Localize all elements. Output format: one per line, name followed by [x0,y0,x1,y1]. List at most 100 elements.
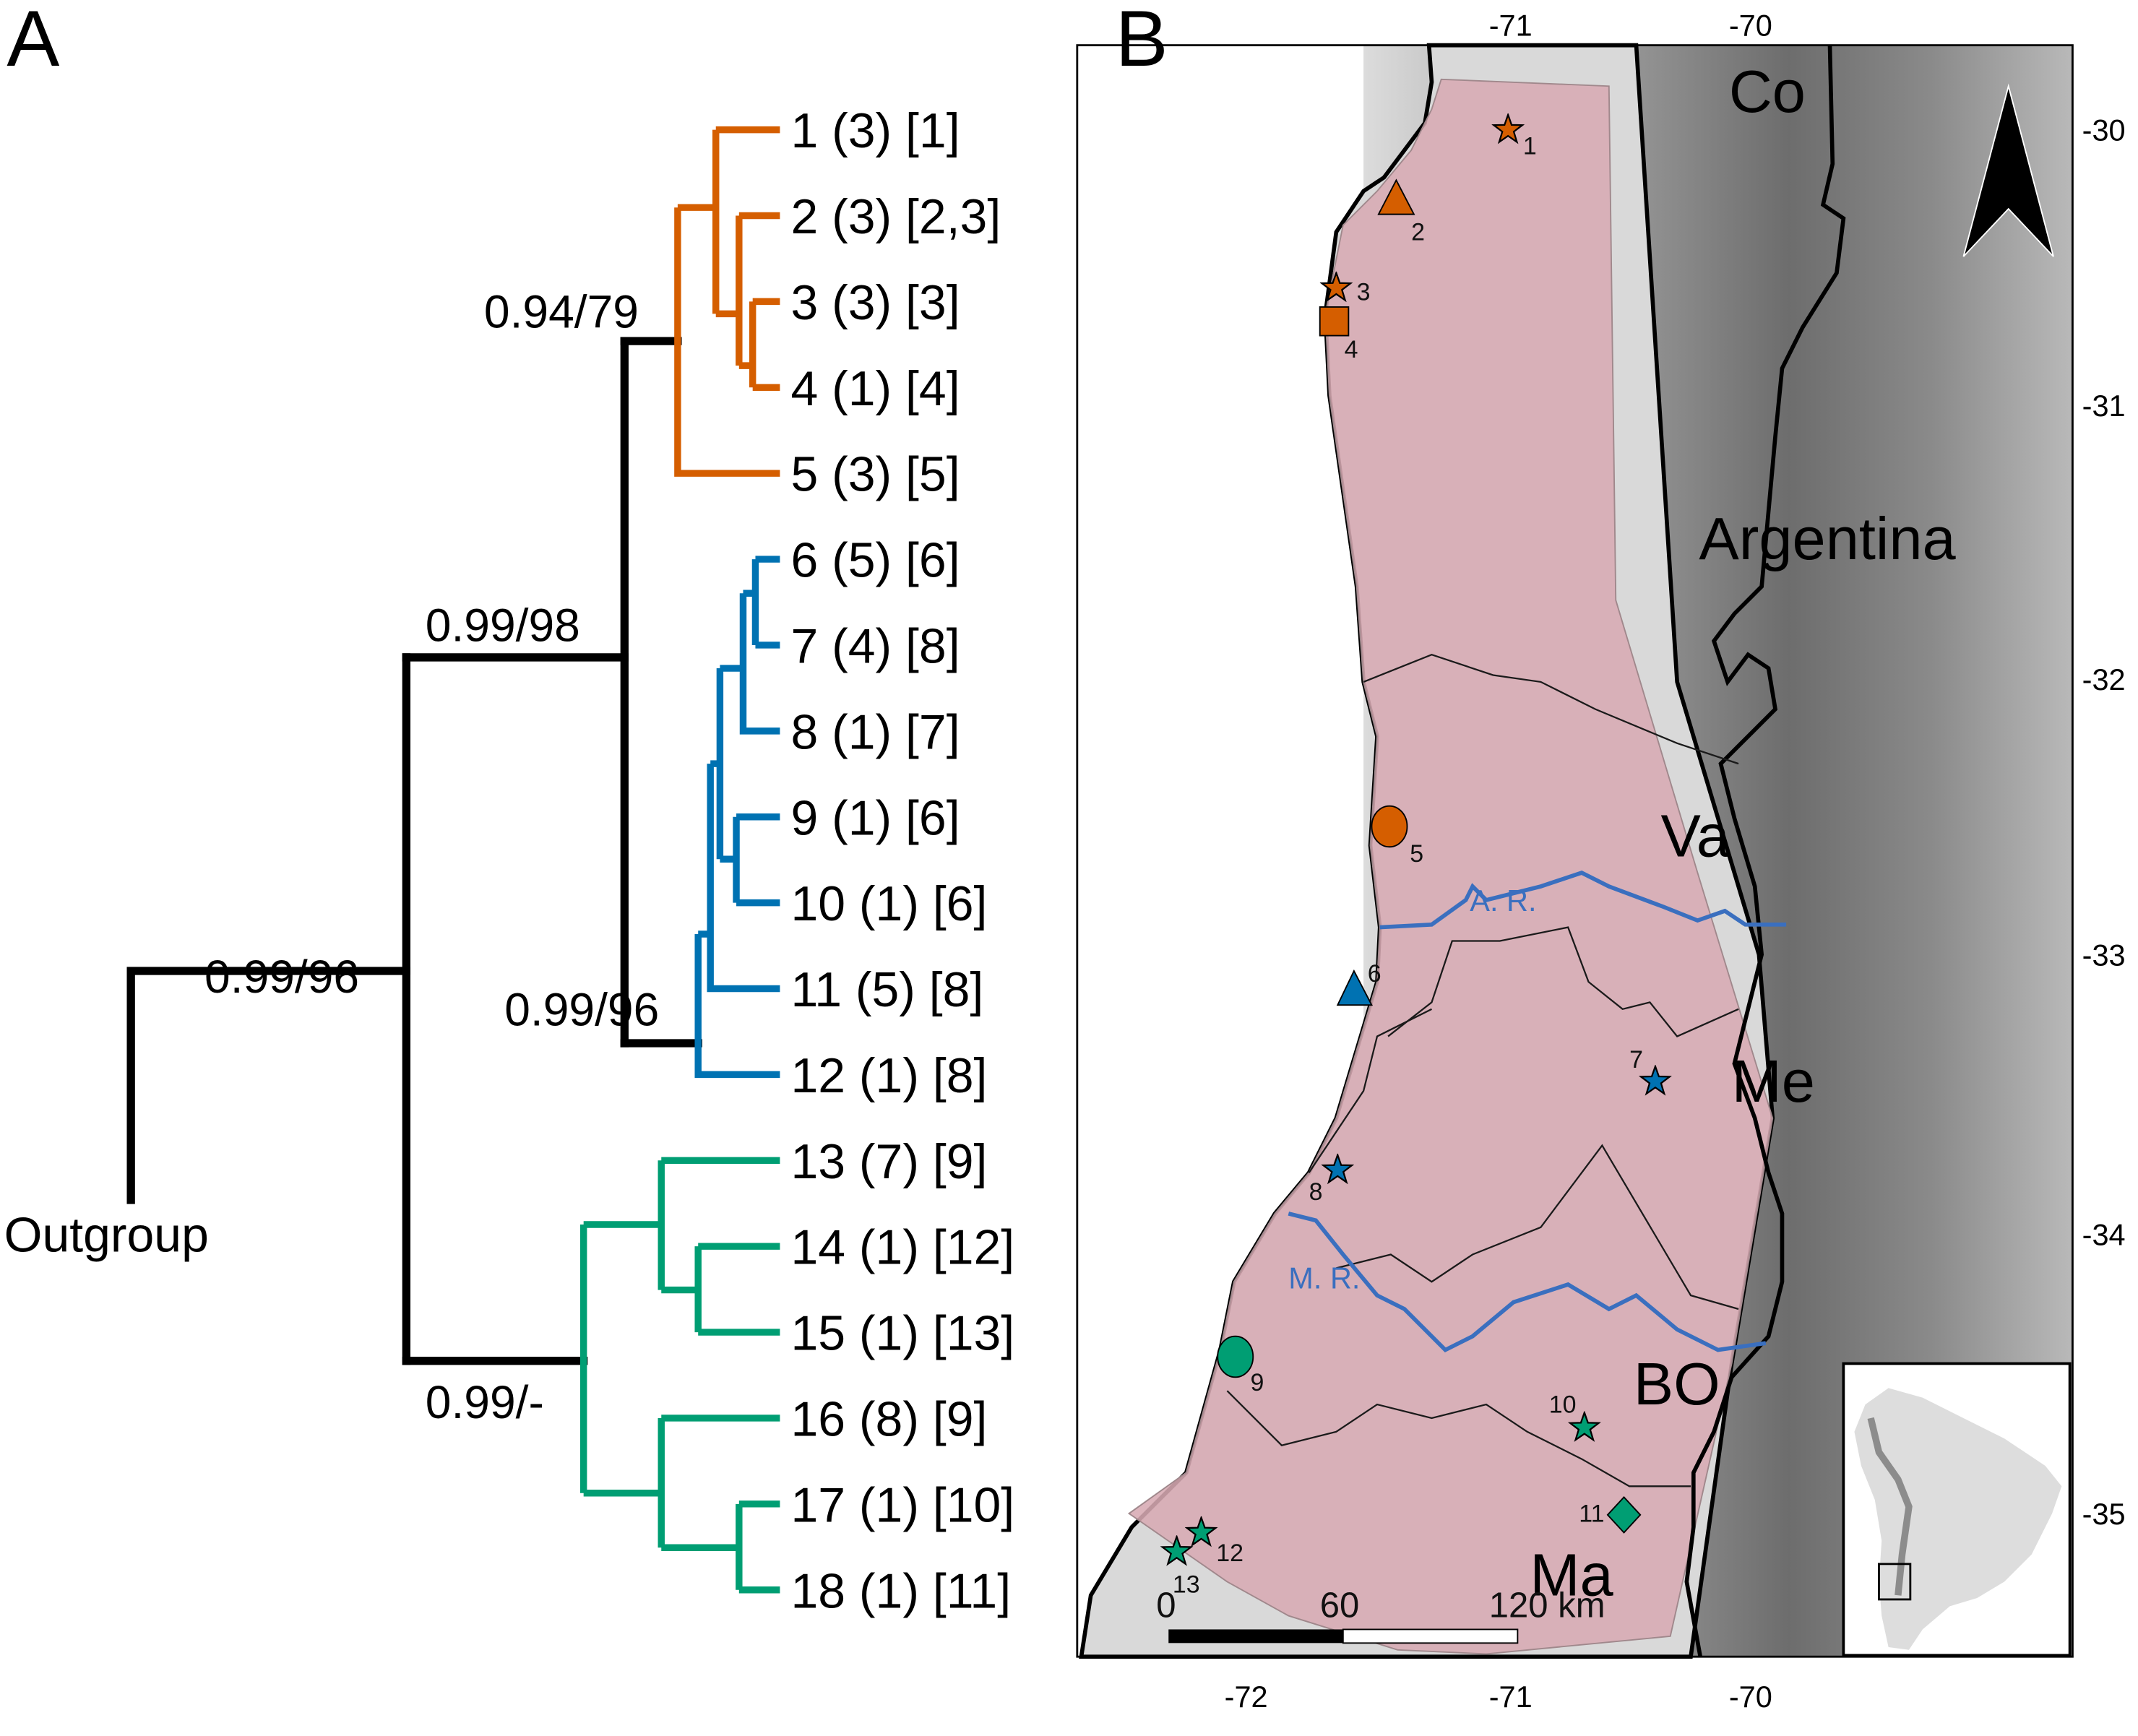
root-branch [126,967,411,1204]
tip-label: 6 (5) [6] [791,534,960,588]
site-number: 1 [1523,133,1537,160]
site-number: 8 [1309,1178,1323,1206]
tip-labels: 1 (3) [1] 2 (3) [2,3] 3 (3) [3] 4 (1) [4… [791,104,1015,1618]
site-number: 2 [1411,218,1425,246]
region-label-bo: BO [1634,1350,1720,1417]
maipo-river [1288,1212,1767,1353]
lon-tick-top: -70 [1729,8,1772,42]
scale-tick-60: 60 [1320,1586,1360,1625]
regional-borders [1226,653,1739,1487]
support-north-central: 0.99/98 [426,599,580,651]
lat-tick: -35 [2082,1497,2126,1531]
scale-tick-0: 0 [1156,1586,1176,1625]
panel-a-phylogeny: A [4,0,1014,1618]
tip-label: 15 (1) [13] [791,1307,1015,1361]
country-label-argentina: Argentina [1699,505,1956,572]
rivers [1288,871,1787,1353]
tip-label: 11 (5) [8] [791,963,984,1017]
support-south-clade: 0.99/- [426,1376,544,1428]
sampling-sites: 1 2 3 4 5 [1161,113,1671,1599]
site-number: 9 [1250,1369,1264,1396]
tip-label: 10 (1) [6] [791,877,988,931]
lon-tick-bottom: -71 [1489,1680,1533,1714]
clade-central [694,556,780,1079]
circle-icon [1217,1335,1254,1378]
region-label-co: Co [1729,58,1806,125]
study-area-box [1878,1563,1912,1601]
tip-label: 7 (4) [8] [791,619,960,673]
tip-label: 8 (1) [7] [791,705,960,759]
site-marker[interactable]: 5 [1371,805,1423,868]
map-axis: -71 -70 -72 -71 -70 -30 -31 -32 -33 -34 … [1225,8,2126,1714]
tip-label: 14 (1) [12] [791,1221,1015,1275]
site-number: 10 [1549,1391,1577,1418]
site-number: 5 [1410,840,1423,868]
square-icon [1319,306,1350,337]
site-number: 11 [1579,1500,1604,1527]
site-marker[interactable]: 7 [1629,1046,1671,1094]
site-marker[interactable]: 9 [1217,1335,1264,1396]
tip-label: 4 (1) [4] [791,362,960,416]
site-marker[interactable]: 2 [1377,178,1425,246]
lat-tick: -34 [2082,1217,2126,1251]
tip-label: 3 (3) [3] [791,276,960,330]
site-marker[interactable]: 13 [1161,1535,1200,1599]
aconcagua-river [1379,871,1787,930]
tip-label: 9 (1) [6] [791,791,960,845]
lat-tick: -30 [2082,113,2126,147]
site-number: 3 [1357,279,1371,306]
site-number: 12 [1216,1539,1243,1567]
tree-backbone [126,337,702,1365]
lat-tick: -33 [2082,938,2126,972]
south-america-shape [1854,1388,2062,1650]
site-marker[interactable]: 3 [1321,272,1371,306]
river-label-maipo: M. R. [1288,1261,1360,1295]
site-marker[interactable]: 8 [1309,1154,1353,1206]
tip-label: 5 (3) [5] [791,448,960,502]
clade-north [674,126,780,477]
inset-map [1842,1362,2072,1657]
region-label-me: Me [1732,1048,1815,1115]
site-marker[interactable]: 6 [1336,960,1381,1006]
tip-label: 12 (1) [8] [791,1049,988,1103]
site-marker[interactable]: 4 [1319,306,1358,363]
map-frame [1076,44,2074,1658]
scale-bar: 0 60 120 km [1156,1586,1605,1644]
site-number: 4 [1345,336,1358,363]
outgroup-label: Outgroup [4,1209,209,1263]
region-label-va: Va [1661,802,1730,869]
triangle-icon [1336,969,1373,1006]
lon-tick-bottom: -70 [1729,1680,1772,1714]
site-marker[interactable]: 10 [1549,1391,1600,1441]
panel-a-letter: A [7,0,59,83]
site-number: 13 [1173,1571,1200,1599]
scale-tick-120: 120 km [1489,1586,1605,1625]
support-north-clade: 0.94/79 [484,285,639,337]
lon-tick-bottom: -72 [1225,1680,1268,1714]
diamond-icon [1606,1496,1642,1534]
tip-label: 1 (3) [1] [791,104,960,158]
site-number: 6 [1368,960,1381,988]
tip-label: 13 (7) [9] [791,1135,988,1189]
panel-b-letter: B [1116,0,1168,83]
lat-tick: -32 [2082,662,2126,696]
tip-label: 16 (8) [9] [791,1392,988,1446]
circle-icon [1371,805,1408,848]
tip-label: 2 (3) [2,3] [791,190,1001,244]
site-marker[interactable]: 11 [1579,1496,1642,1534]
river-label-aconcagua: A. R. [1470,884,1536,917]
triangle-icon [1377,178,1415,215]
panel-b-map: B A. R. M. R. Co Argentina Va Me BO M [1076,0,2126,1714]
international-border [1684,45,1846,1657]
site-marker[interactable]: 1 [1493,113,1537,160]
site-marker[interactable]: 12 [1186,1516,1243,1567]
lon-tick-top: -71 [1489,8,1533,42]
tip-label: 18 (1) [11] [791,1564,1012,1618]
north-arrow-icon [1962,83,2054,257]
support-root: 0.99/96 [204,951,359,1003]
clade-south [579,1157,780,1594]
lat-tick: -31 [2082,389,2126,423]
region-label-ma: Ma [1530,1541,1613,1608]
site-number: 7 [1629,1046,1643,1074]
